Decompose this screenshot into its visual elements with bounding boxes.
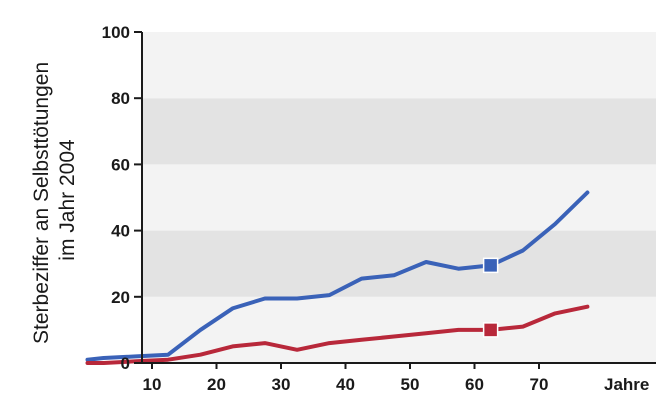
y-tick-label: 60 [111,155,130,174]
y-tick-label: 100 [102,23,130,42]
data-lines [85,190,590,365]
y-axis-title-line-1: Sterbeziffer an Selbsttötungen [30,62,53,344]
axes [134,31,656,369]
series-line-2 [85,304,590,365]
y-axis-title-line-2: im Jahr 2004 [56,139,79,261]
grid-band [142,32,656,99]
y-tick-label: 40 [111,222,130,241]
x-tick-label: 40 [336,375,355,394]
grid-band [142,164,656,231]
x-tick-label: 70 [530,375,549,394]
series-marker-1 [482,257,499,274]
x-tick-label: 20 [207,375,226,394]
y-tick-label: 0 [121,354,130,373]
plot-background [142,32,656,363]
y-axis-title: Sterbeziffer an Selbsttötungen im Jahr 2… [30,56,79,344]
tick-labels: 0 20 40 60 80 100 10 20 30 40 50 60 70 [102,23,549,394]
series-line-1 [85,190,590,362]
y-tick-label: 80 [111,89,130,108]
x-tick-label: 30 [272,375,291,394]
y-tick-label: 20 [111,288,130,307]
x-tick-label: 60 [465,375,484,394]
grid-band [142,98,656,165]
grid-band [142,230,656,297]
x-tick-label: 10 [143,375,162,394]
x-tick-label: 50 [401,375,420,394]
series-marker-2 [482,322,499,338]
grid-band [142,296,656,363]
x-unit-label: Jahre [604,375,649,394]
